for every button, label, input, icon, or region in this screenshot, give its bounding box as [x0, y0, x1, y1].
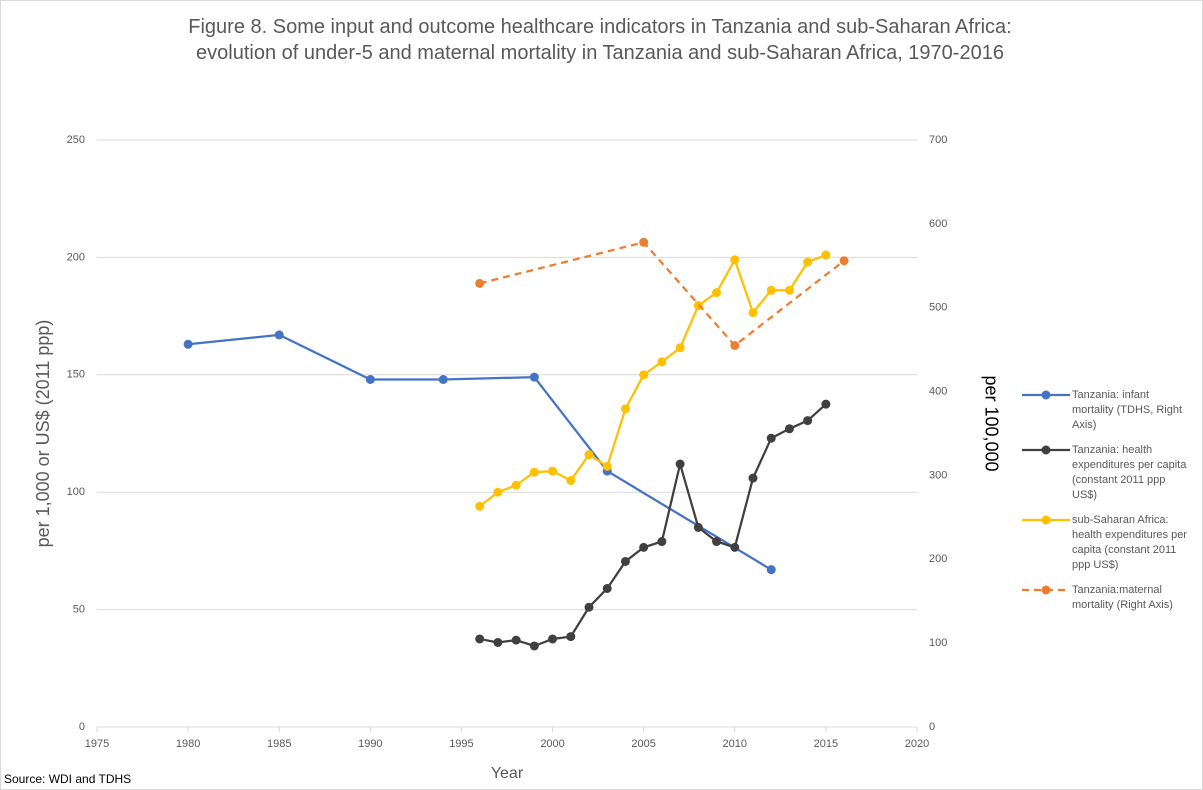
legend-dot: [1041, 585, 1051, 595]
y-tick-label: 100: [67, 486, 85, 498]
data-point: [657, 357, 667, 367]
y-tick-label: 50: [73, 604, 85, 616]
legend-label: sub-Saharan Africa: health expenditures …: [1072, 514, 1187, 571]
data-point: [602, 583, 612, 593]
data-point: [657, 537, 667, 547]
legend-marker: [1022, 515, 1070, 525]
data-point: [548, 466, 558, 476]
y2-tick-label: 100: [929, 637, 947, 649]
legend: Tanzania: infant mortality (TDHS, Right …: [1020, 388, 1196, 623]
x-tick-label: 1975: [85, 738, 109, 750]
data-point: [821, 250, 831, 260]
data-point: [529, 372, 539, 382]
y2-axis-label: per 100,000: [981, 375, 1001, 471]
source: Source: WDI and TDHS: [4, 772, 131, 786]
data-point: [566, 632, 576, 642]
data-point: [511, 635, 521, 645]
y2-tick-label: 400: [929, 385, 947, 397]
legend-item: Tanzania:maternal mortality (Right Axis): [1020, 583, 1196, 613]
data-point: [438, 374, 448, 384]
data-point: [730, 542, 740, 552]
y-tick-label: 200: [67, 251, 85, 263]
legend-marker: [1022, 585, 1070, 595]
data-point: [839, 256, 849, 266]
legend-dot: [1041, 515, 1051, 525]
legend-item: Tanzania: health expenditures per capita…: [1020, 443, 1196, 503]
data-point: [712, 288, 722, 298]
data-point: [712, 537, 722, 547]
data-point: [766, 565, 776, 575]
legend-dot: [1041, 390, 1051, 400]
x-tick-label: 1985: [267, 738, 291, 750]
legend-marker: [1022, 445, 1070, 455]
data-point: [529, 467, 539, 477]
x-tick-label: 2010: [723, 738, 747, 750]
data-point: [730, 340, 740, 350]
data-point: [784, 424, 794, 434]
data-point: [675, 343, 685, 353]
data-point: [529, 641, 539, 651]
legend-item: Tanzania: infant mortality (TDHS, Right …: [1020, 388, 1196, 433]
y2-tick-label: 200: [929, 553, 947, 565]
y2-tick-label: 600: [929, 218, 947, 230]
data-point: [675, 459, 685, 469]
y-tick-label: 250: [67, 134, 85, 146]
data-point: [602, 461, 612, 471]
x-axis-label: Year: [491, 765, 524, 782]
data-point: [784, 285, 794, 295]
data-point: [639, 542, 649, 552]
data-point: [183, 339, 193, 349]
data-point: [274, 330, 284, 340]
series-line: [187, 333, 772, 571]
legend-label: Tanzania: health expenditures per capita…: [1072, 444, 1187, 501]
data-point: [766, 433, 776, 443]
y2-tick-label: 500: [929, 302, 947, 314]
legend-label: Tanzania:maternal mortality (Right Axis): [1072, 584, 1173, 611]
data-point: [730, 255, 740, 265]
legend-marker: [1022, 390, 1070, 400]
x-tick-label: 2015: [814, 738, 838, 750]
data-point: [493, 487, 503, 497]
data-point: [475, 634, 485, 644]
x-tick-label: 1980: [176, 738, 200, 750]
y-axis-label: per 1,000 or US$ (2011 ppp): [33, 320, 53, 548]
legend-label: Tanzania: infant mortality (TDHS, Right …: [1072, 389, 1183, 431]
data-point: [511, 480, 521, 490]
data-point: [821, 399, 831, 409]
data-point: [620, 556, 630, 566]
y-tick-label: 150: [67, 369, 85, 381]
legend-item: sub-Saharan Africa: health expenditures …: [1020, 513, 1196, 573]
data-point: [548, 634, 558, 644]
series-line: [479, 241, 845, 347]
data-point: [639, 237, 649, 247]
data-point: [566, 475, 576, 485]
data-point: [475, 278, 485, 288]
data-point: [693, 522, 703, 532]
data-point: [475, 501, 485, 511]
data-point: [803, 416, 813, 426]
data-point: [584, 450, 594, 460]
data-point: [584, 602, 594, 612]
data-point: [766, 285, 776, 295]
x-tick-label: 2000: [540, 738, 564, 750]
data-point: [639, 370, 649, 380]
x-tick-label: 2020: [905, 738, 929, 750]
y2-tick-label: 0: [929, 721, 935, 733]
data-point: [803, 257, 813, 267]
legend-dot: [1041, 445, 1051, 455]
x-tick-label: 1995: [449, 738, 473, 750]
x-tick-label: 1990: [358, 738, 382, 750]
data-point: [620, 404, 630, 414]
data-point: [748, 473, 758, 483]
data-point: [493, 637, 503, 647]
chart-title: Figure 8. Some input and outcome healthc…: [188, 16, 1012, 64]
y2-tick-label: 300: [929, 469, 947, 481]
data-point: [748, 308, 758, 318]
data-point: [365, 374, 375, 384]
x-tick-label: 2005: [631, 738, 655, 750]
y2-tick-label: 700: [929, 134, 947, 146]
y-tick-label: 0: [79, 721, 85, 733]
